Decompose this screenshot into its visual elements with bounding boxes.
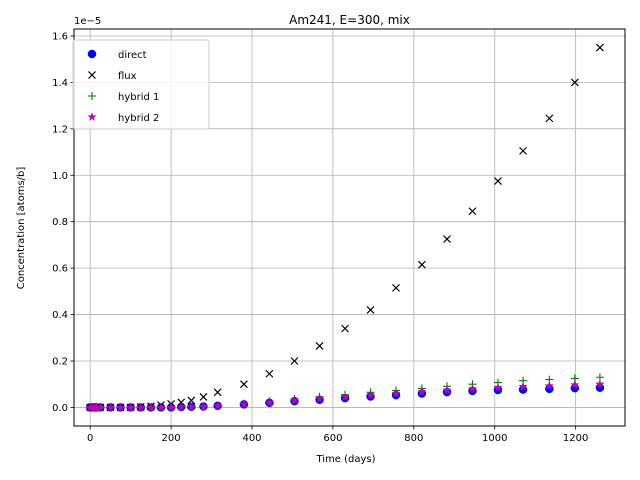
data-point-hybrid-2	[146, 402, 156, 412]
data-point-hybrid-2	[493, 382, 503, 392]
data-point-flux	[187, 396, 196, 405]
x-tick-label: 1200	[563, 433, 588, 444]
legend-markers	[87, 49, 97, 122]
legend-label-flux: flux	[118, 71, 137, 82]
data-point-hybrid-2	[518, 381, 528, 391]
data-point-flux	[595, 43, 604, 52]
data-point-hybrid-2	[198, 401, 209, 411]
data-point-flux	[290, 357, 299, 365]
data-point-flux	[392, 283, 400, 292]
data-point-hybrid-2	[105, 402, 116, 412]
data-point-flux	[468, 207, 477, 216]
data-point-hybrid-2	[442, 385, 452, 395]
data-point-hybrid-2	[176, 401, 186, 411]
data-point-hybrid-2	[156, 402, 166, 412]
data-point-flux	[315, 341, 324, 350]
data-point-flux	[199, 393, 208, 401]
data-point-hybrid-2	[212, 400, 223, 410]
y-tick-label: 0.6	[52, 264, 68, 275]
legend-marker-hybrid-1	[88, 92, 96, 100]
y-tick-label: 0.4	[52, 310, 68, 321]
x-tick-label: 800	[404, 433, 423, 444]
series-hybrid-2	[85, 379, 605, 412]
y-tick-label: 1.4	[52, 78, 68, 89]
y-tick-label: 0.0	[52, 403, 68, 414]
data-point-hybrid-2	[314, 393, 325, 403]
y-tick-label: 0.8	[52, 217, 68, 228]
data-point-flux	[366, 305, 375, 314]
data-point-hybrid-2	[544, 380, 555, 390]
y-axis-label: Concentration [atoms/b]	[16, 167, 27, 290]
data-point-hybrid-2	[289, 395, 300, 405]
legend-marker-direct	[87, 49, 97, 59]
data-point-hybrid-2	[95, 402, 106, 412]
y-tick-label: 0.2	[52, 356, 68, 367]
grid	[74, 29, 625, 426]
data-point-flux	[545, 114, 554, 123]
data-point-flux	[213, 388, 222, 397]
x-tick-label: 600	[323, 433, 342, 444]
legend-marker-hybrid-2	[87, 112, 97, 122]
data-point-flux	[570, 78, 579, 87]
data-point-hybrid-2	[125, 402, 136, 412]
data-point-hybrid-2	[467, 383, 478, 393]
data-marks	[85, 43, 605, 412]
y-tick-label: 1.6	[52, 31, 68, 42]
legend-marker-flux	[88, 71, 96, 79]
data-point-hybrid-2	[391, 388, 401, 398]
chart-title: Am241, E=300, mix	[289, 13, 410, 27]
x-tick-label: 0	[87, 433, 93, 444]
x-tick-label: 200	[162, 433, 181, 444]
x-axis-label: Time (days)	[315, 454, 375, 465]
data-point-hybrid-2	[186, 401, 197, 411]
y-axis-multiplier: 1e−5	[74, 16, 101, 27]
data-point-flux	[239, 380, 248, 389]
x-tick-label: 400	[242, 433, 261, 444]
legend-label-direct: direct	[118, 50, 147, 61]
data-point-flux	[519, 146, 527, 155]
data-point-flux	[494, 177, 502, 185]
data-point-hybrid-2	[340, 392, 350, 401]
legend-label-hybrid-1: hybrid 1	[118, 92, 159, 103]
legend-label-hybrid-2: hybrid 2	[118, 113, 159, 124]
data-point-hybrid-2	[365, 390, 376, 400]
y-tick-label: 1.2	[52, 124, 68, 135]
data-point-hybrid-2	[136, 402, 146, 412]
data-point-hybrid-2	[570, 379, 580, 389]
data-point-hybrid-2	[166, 402, 176, 412]
data-point-hybrid-2	[417, 386, 427, 396]
axis-ticks: 0 200 400 600 800 1000 1200 0.0 0.2 0.4 0.6 0.8 1.0 1…	[52, 31, 588, 444]
data-point-hybrid-2	[595, 379, 605, 389]
plot-frame	[73, 28, 626, 427]
legend-frame	[72, 39, 210, 130]
data-point-hybrid-2	[264, 397, 275, 407]
y-tick-label: 1.0	[52, 171, 68, 182]
data-point-flux	[443, 235, 451, 244]
data-point-hybrid-2	[239, 399, 249, 409]
data-point-flux	[341, 324, 349, 333]
data-point-flux	[417, 260, 426, 269]
data-point-hybrid-2	[115, 402, 126, 412]
legend: direct flux hybrid 1 hybrid 2	[72, 39, 210, 130]
data-point-flux	[265, 369, 274, 378]
x-tick-label: 1000	[482, 433, 507, 444]
